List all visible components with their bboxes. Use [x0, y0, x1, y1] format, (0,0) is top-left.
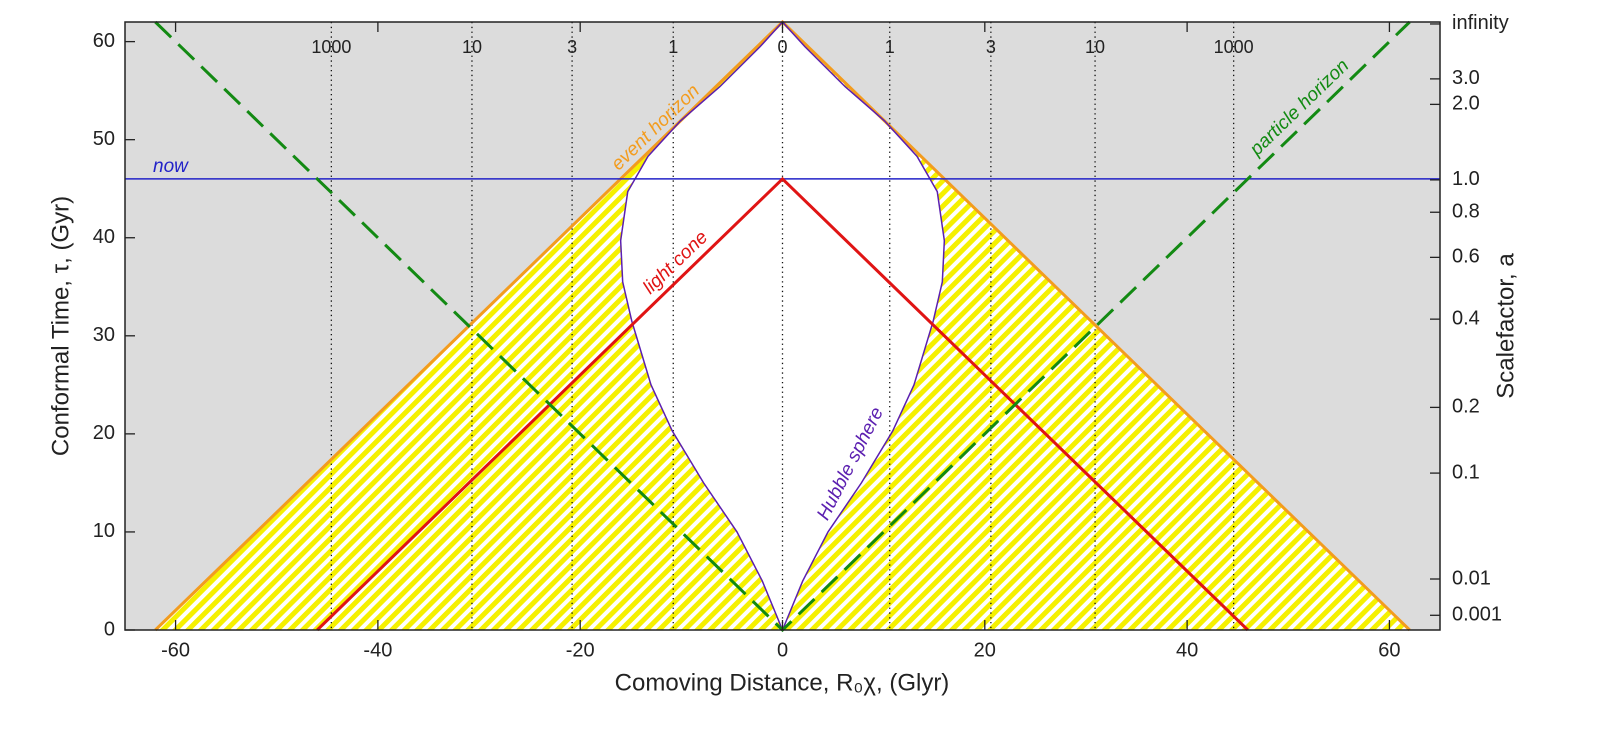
y-tick-label: 60 — [93, 30, 115, 52]
y2-tick-label: 0.1 — [1452, 461, 1480, 483]
redshift-label: 10 — [462, 37, 482, 57]
redshift-label: 1 — [885, 37, 895, 57]
y-tick-label: 30 — [93, 324, 115, 346]
hubble-sphere-region — [620, 22, 945, 630]
redshift-label: 3 — [986, 37, 996, 57]
y-axis-title: Conformal Time, τ, (Gyr) — [47, 196, 74, 456]
series-line — [316, 176, 1249, 632]
x-tick-label: 60 — [1378, 639, 1400, 661]
curve-label: now — [153, 156, 189, 177]
y2-tick-label: 0.001 — [1452, 604, 1502, 626]
y2-tick-label: 0.2 — [1452, 396, 1480, 418]
x-tick-label: 20 — [974, 639, 996, 661]
y2-tick-label: 0.01 — [1452, 567, 1491, 589]
x-axis-title: Comoving Distance, R₀χ, (Glyr) — [615, 669, 950, 696]
y-tick-label: 10 — [93, 520, 115, 542]
y-tick-label: 0 — [104, 618, 115, 640]
y2-tick-label: 0.4 — [1452, 307, 1480, 329]
y-tick-label: 50 — [93, 128, 115, 150]
x-tick-label: 0 — [777, 639, 788, 661]
redshift-label: 1 — [668, 37, 678, 57]
y-tick-label: 20 — [93, 422, 115, 444]
redshift-label: 3 — [567, 37, 577, 57]
x-tick-label: -40 — [363, 639, 392, 661]
y2-tick-label: 0.8 — [1452, 201, 1480, 223]
x-tick-label: -20 — [566, 639, 595, 661]
y2-tick-label: 1.0 — [1452, 168, 1480, 190]
y2-tick-label: 3.0 — [1452, 67, 1480, 89]
x-tick-label: -60 — [161, 639, 190, 661]
y2-tick-label: 0.6 — [1452, 246, 1480, 268]
y2-tick-label: 2.0 — [1452, 93, 1480, 115]
y2-axis-title: Scalefactor, a — [1492, 253, 1519, 399]
redshift-label: 1000 — [311, 37, 351, 57]
y2-tick-label: infinity — [1452, 12, 1509, 34]
redshift-label: 1000 — [1214, 37, 1254, 57]
redshift-label: 0 — [777, 37, 787, 57]
x-tick-label: 40 — [1176, 639, 1198, 661]
y-tick-label: 40 — [93, 226, 115, 248]
redshift-label: 10 — [1085, 37, 1105, 57]
